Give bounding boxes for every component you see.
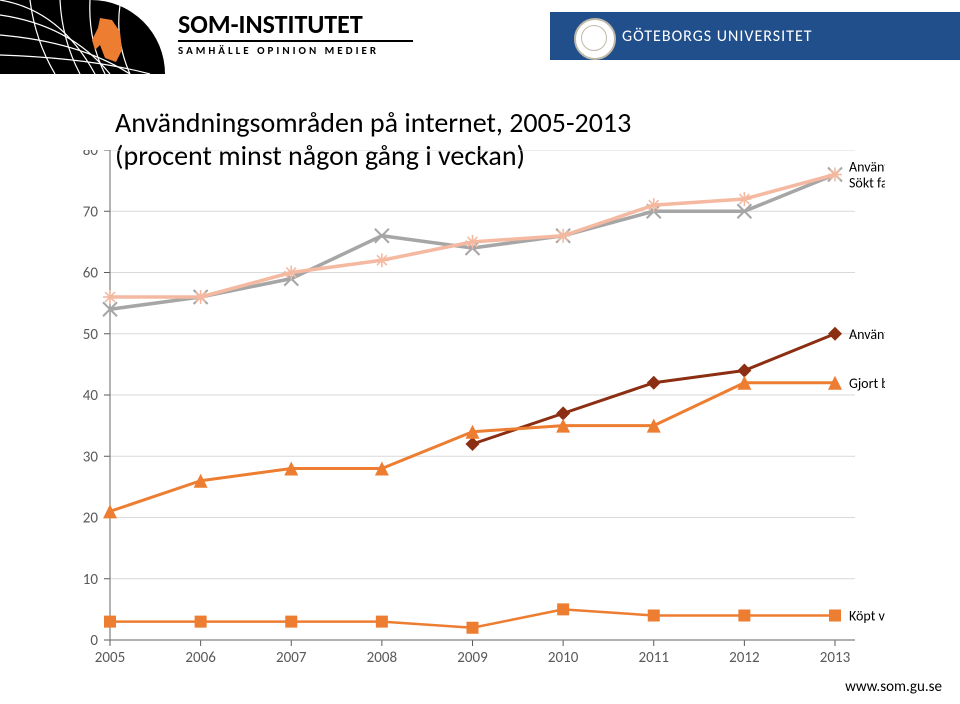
footer-url: www.som.gu.se: [845, 678, 942, 696]
svg-text:2010: 2010: [548, 649, 579, 667]
svg-text:50: 50: [83, 326, 99, 344]
svg-text:70: 70: [83, 203, 99, 221]
svg-text:20: 20: [83, 510, 99, 528]
chart-title-line1: Användningsområden på internet, 2005-201…: [115, 105, 631, 140]
svg-text:0: 0: [90, 632, 98, 650]
university-name: GÖTEBORGS UNIVERSITET: [622, 27, 813, 46]
svg-text:2006: 2006: [185, 649, 216, 667]
svg-text:2007: 2007: [276, 649, 307, 667]
svg-text:Sökt fakta/information; 76: Sökt fakta/information; 76: [849, 175, 885, 192]
svg-text:Gjort bankärenden; 42: Gjort bankärenden; 42: [849, 375, 885, 392]
brand-main: SOM-INSTITUTET: [178, 8, 363, 40]
svg-text:2008: 2008: [367, 649, 397, 667]
svg-text:10: 10: [83, 571, 99, 589]
brand-sub: SAMHÄLLE OPINION MEDIER: [178, 44, 379, 57]
svg-text:40: 40: [83, 387, 99, 405]
svg-text:2011: 2011: [639, 649, 669, 667]
svg-text:Köpt varor/tjänster; 4: Köpt varor/tjänster; 4: [849, 608, 885, 625]
svg-text:2009: 2009: [457, 649, 488, 667]
svg-text:Använt sociala medier; 50: Använt sociala medier; 50: [849, 326, 885, 343]
university-seal-icon: [574, 18, 616, 60]
svg-text:Använt e-post; 76: Använt e-post; 76: [849, 159, 885, 176]
line-chart: 0 10 20 30 40 50 60 70 80 2005 2006 2007 2008 2009 201…: [55, 150, 885, 670]
svg-text:2005: 2005: [95, 649, 125, 667]
svg-text:30: 30: [83, 448, 99, 466]
svg-text:2013: 2013: [820, 649, 851, 667]
svg-text:2012: 2012: [729, 649, 759, 667]
header: SOM-INSTITUTET SAMHÄLLE OPINION MEDIER G…: [0, 0, 960, 80]
globe-logo: [0, 0, 165, 74]
svg-text:80: 80: [83, 150, 99, 160]
brand-divider: [178, 40, 413, 42]
svg-text:60: 60: [83, 265, 99, 283]
